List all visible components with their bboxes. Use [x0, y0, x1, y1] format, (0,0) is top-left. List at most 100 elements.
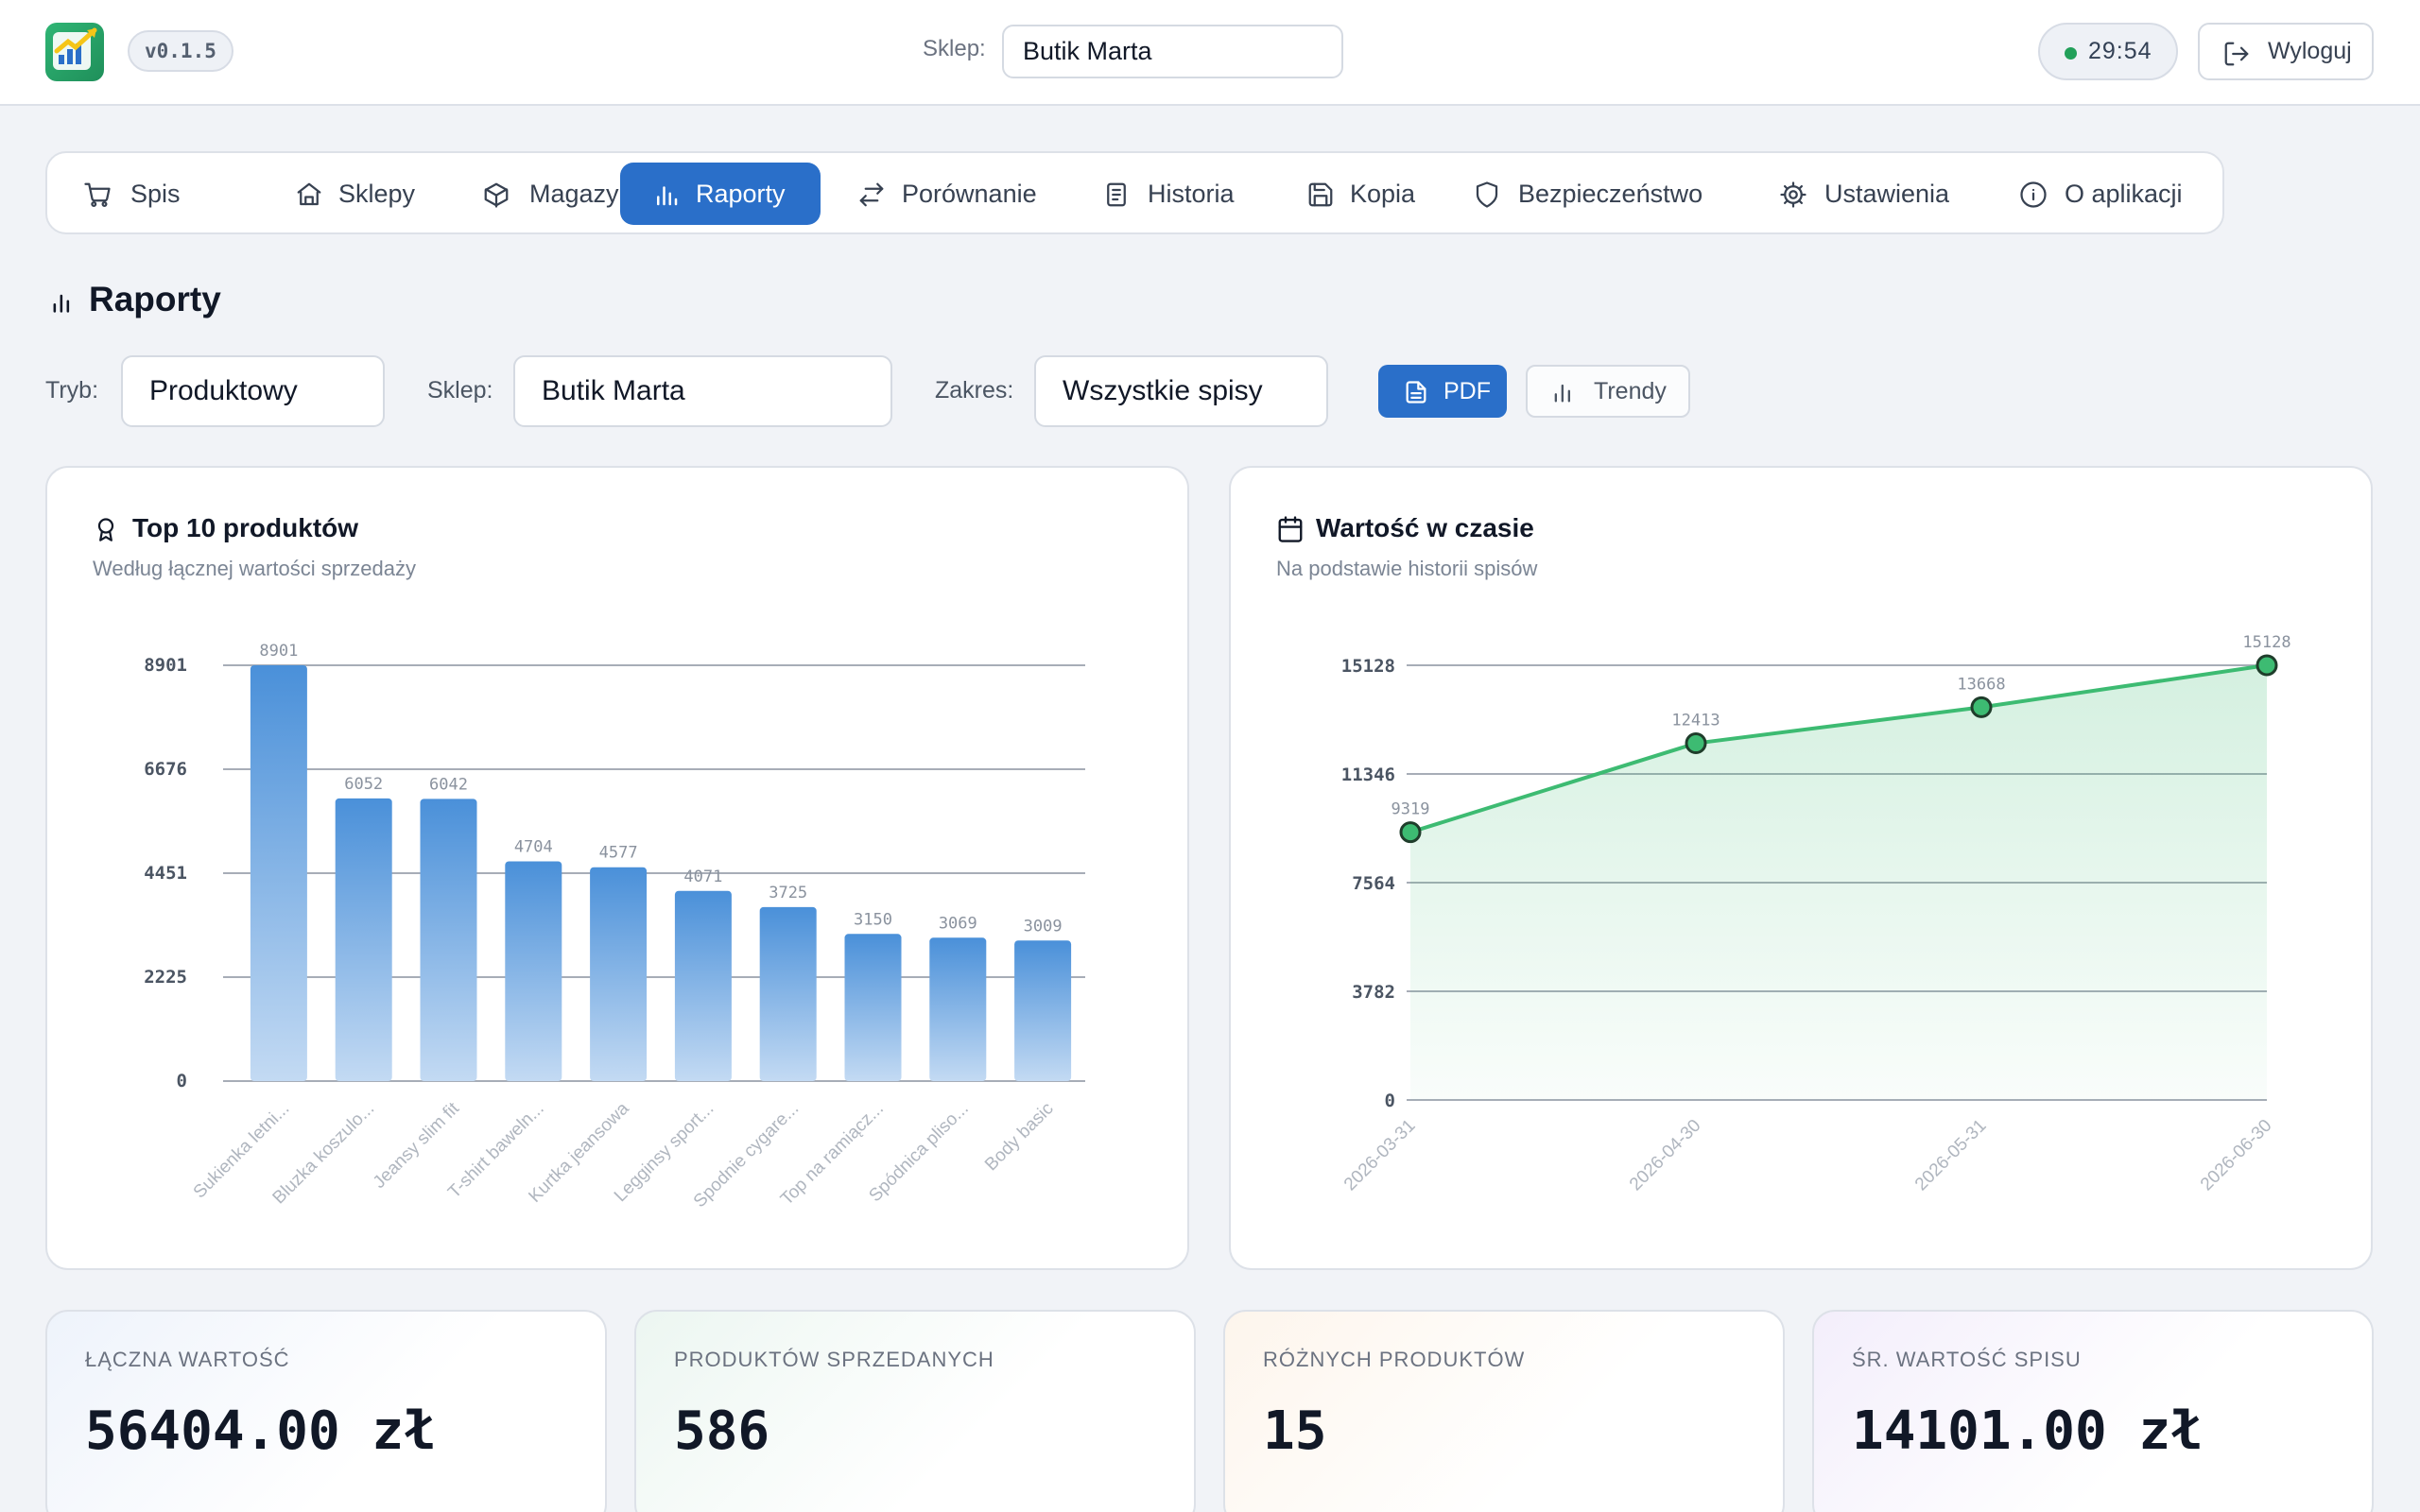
x-tick-label: 2026-05-31 [1911, 1116, 1991, 1195]
value-over-time-card: Wartość w czasie Na podstawie historii s… [1229, 466, 2373, 1270]
tab-label: Bezpieczeństwo [1518, 180, 1703, 208]
bar [759, 906, 817, 1081]
y-tick-label: 15128 [1341, 656, 1395, 677]
card-title-text: Top 10 produktów [132, 513, 359, 542]
bar-value-label: 4071 [683, 868, 722, 886]
cart-icon [84, 182, 111, 207]
tab-label: Ustawienia [1824, 180, 1950, 208]
stat-card-distinct-products: RÓŻNYCH PRODUKTÓW 15 [1223, 1310, 1785, 1512]
logout-label: Wyloguj [2268, 38, 2352, 64]
status-dot-icon [2065, 47, 2077, 60]
data-point [1685, 732, 1707, 755]
trends-button[interactable]: Trendy [1526, 365, 1690, 418]
bar-value-label: 3725 [769, 884, 807, 902]
y-tick-label: 0 [177, 1071, 187, 1091]
stat-value: 586 [674, 1400, 770, 1462]
top-bar: v0.1.5 Sklep: Butik Marta 29:54 Wyloguj [0, 0, 2420, 106]
x-tick-label: 2026-03-31 [1340, 1116, 1420, 1195]
file-icon [1406, 381, 1426, 404]
data-point [1970, 696, 1993, 718]
save-icon [1308, 182, 1333, 207]
shop-select[interactable]: Butik Marta [1002, 25, 1343, 78]
bar-value-label: 4577 [599, 844, 638, 863]
stat-value: 56404.00 zł [85, 1400, 436, 1462]
bar [1014, 940, 1072, 1081]
shield-icon [1476, 181, 1498, 208]
tab-label: Magazyn [529, 180, 633, 208]
x-tick-label: 2026-06-30 [2197, 1116, 2276, 1195]
mode-select[interactable]: Produktowy [121, 355, 385, 427]
bar-chart-icon [53, 294, 70, 313]
range-label: Zakres: [935, 377, 1014, 404]
tab-o-aplikacji[interactable]: O aplikacji [2014, 163, 2212, 225]
tab-sklepy[interactable]: Sklepy [246, 163, 425, 225]
pdf-button[interactable]: PDF [1378, 365, 1507, 418]
y-tick-label: 3782 [1352, 982, 1395, 1003]
tab-kopia[interactable]: Kopia [1291, 163, 1443, 225]
y-tick-label: 11346 [1341, 765, 1395, 785]
area-chart: 0 3782 7564 11346 15128 9319 2026-03-31 12413 20… [1340, 633, 2291, 1195]
version-badge: v0.1.5 [128, 30, 233, 72]
tab-historia[interactable]: Historia [1087, 163, 1286, 225]
bar-chart-icon [1554, 384, 1570, 403]
page-title-text: Raporty [89, 280, 221, 318]
x-tick-label: Jeansy slim fit [370, 1098, 464, 1193]
stat-value: 14101.00 zł [1852, 1400, 2203, 1462]
stat-card-total-value: ŁĄCZNA WARTOŚĆ 56404.00 zł [45, 1310, 607, 1512]
mode-label: Tryb: [45, 377, 99, 404]
bar [250, 665, 307, 1081]
tab-porownanie[interactable]: Porównanie [839, 163, 1076, 225]
trends-label: Trendy [1594, 378, 1667, 404]
tab-label: Raporty [696, 180, 786, 208]
shop-filter-select[interactable]: Butik Marta [513, 355, 892, 427]
tab-label: O aplikacji [2065, 180, 2183, 208]
series-line [1409, 663, 2268, 834]
tab-raporty[interactable]: Raporty [620, 163, 821, 225]
tab-label: Porównanie [902, 180, 1037, 208]
logout-button[interactable]: Wyloguj [2198, 23, 2374, 80]
bar-value-label: 3069 [939, 914, 977, 933]
bar-value-label: 3009 [1024, 917, 1063, 936]
x-tick-label: 2026-04-30 [1626, 1116, 1705, 1195]
store-icon [297, 182, 321, 206]
bar-value-label: 6042 [429, 775, 468, 794]
card-subtitle: Według łącznej wartości sprzedaży [93, 557, 416, 580]
point-value-label: 9319 [1392, 800, 1430, 819]
stat-card-products-sold: PRODUKTÓW SPRZEDANYCH 586 [634, 1310, 1196, 1512]
gear-icon [1780, 181, 1806, 208]
stat-label: ŁĄCZNA WARTOŚĆ [85, 1348, 290, 1371]
series-area [1410, 665, 2267, 1100]
pdf-label: PDF [1443, 378, 1491, 404]
y-tick-label: 8901 [144, 655, 187, 676]
bar-chart-icon [657, 186, 678, 206]
stat-value: 15 [1263, 1400, 1327, 1462]
tab-magazyn[interactable]: Magazyn [435, 163, 638, 225]
stat-card-avg-value: ŚR. WARTOŚĆ SPISU 14101.00 zł [1812, 1310, 2374, 1512]
data-point [1399, 821, 1422, 844]
y-tick-label: 4451 [144, 863, 187, 884]
bar [505, 861, 562, 1081]
point-value-label: 13668 [1957, 675, 2005, 694]
card-subtitle: Na podstawie historii spisów [1276, 557, 1538, 580]
bar [590, 867, 648, 1081]
bar-value-label: 6052 [344, 775, 383, 794]
shop-label: Sklep: [923, 36, 986, 61]
tab-ustawienia[interactable]: Ustawienia [1766, 163, 1983, 225]
bar-value-label: 3150 [854, 910, 892, 929]
range-select[interactable]: Wszystkie spisy [1034, 355, 1328, 427]
stat-label: ŚR. WARTOŚĆ SPISU [1852, 1348, 2082, 1371]
bar [335, 798, 392, 1081]
info-icon [2020, 181, 2047, 208]
tab-spis[interactable]: Spis [76, 163, 227, 225]
timer-value: 29:54 [2088, 38, 2152, 64]
stat-label: RÓŻNYCH PRODUKTÓW [1263, 1348, 1526, 1371]
bar [420, 799, 477, 1081]
tab-bezpieczenstwo[interactable]: Bezpieczeństwo [1460, 163, 1743, 225]
calendar-icon [1278, 516, 1303, 542]
y-tick-label: 0 [1385, 1091, 1395, 1111]
logout-icon [2224, 42, 2249, 66]
y-tick-label: 2225 [144, 967, 187, 988]
tab-label: Sklepy [338, 180, 416, 208]
document-icon [1107, 182, 1126, 207]
